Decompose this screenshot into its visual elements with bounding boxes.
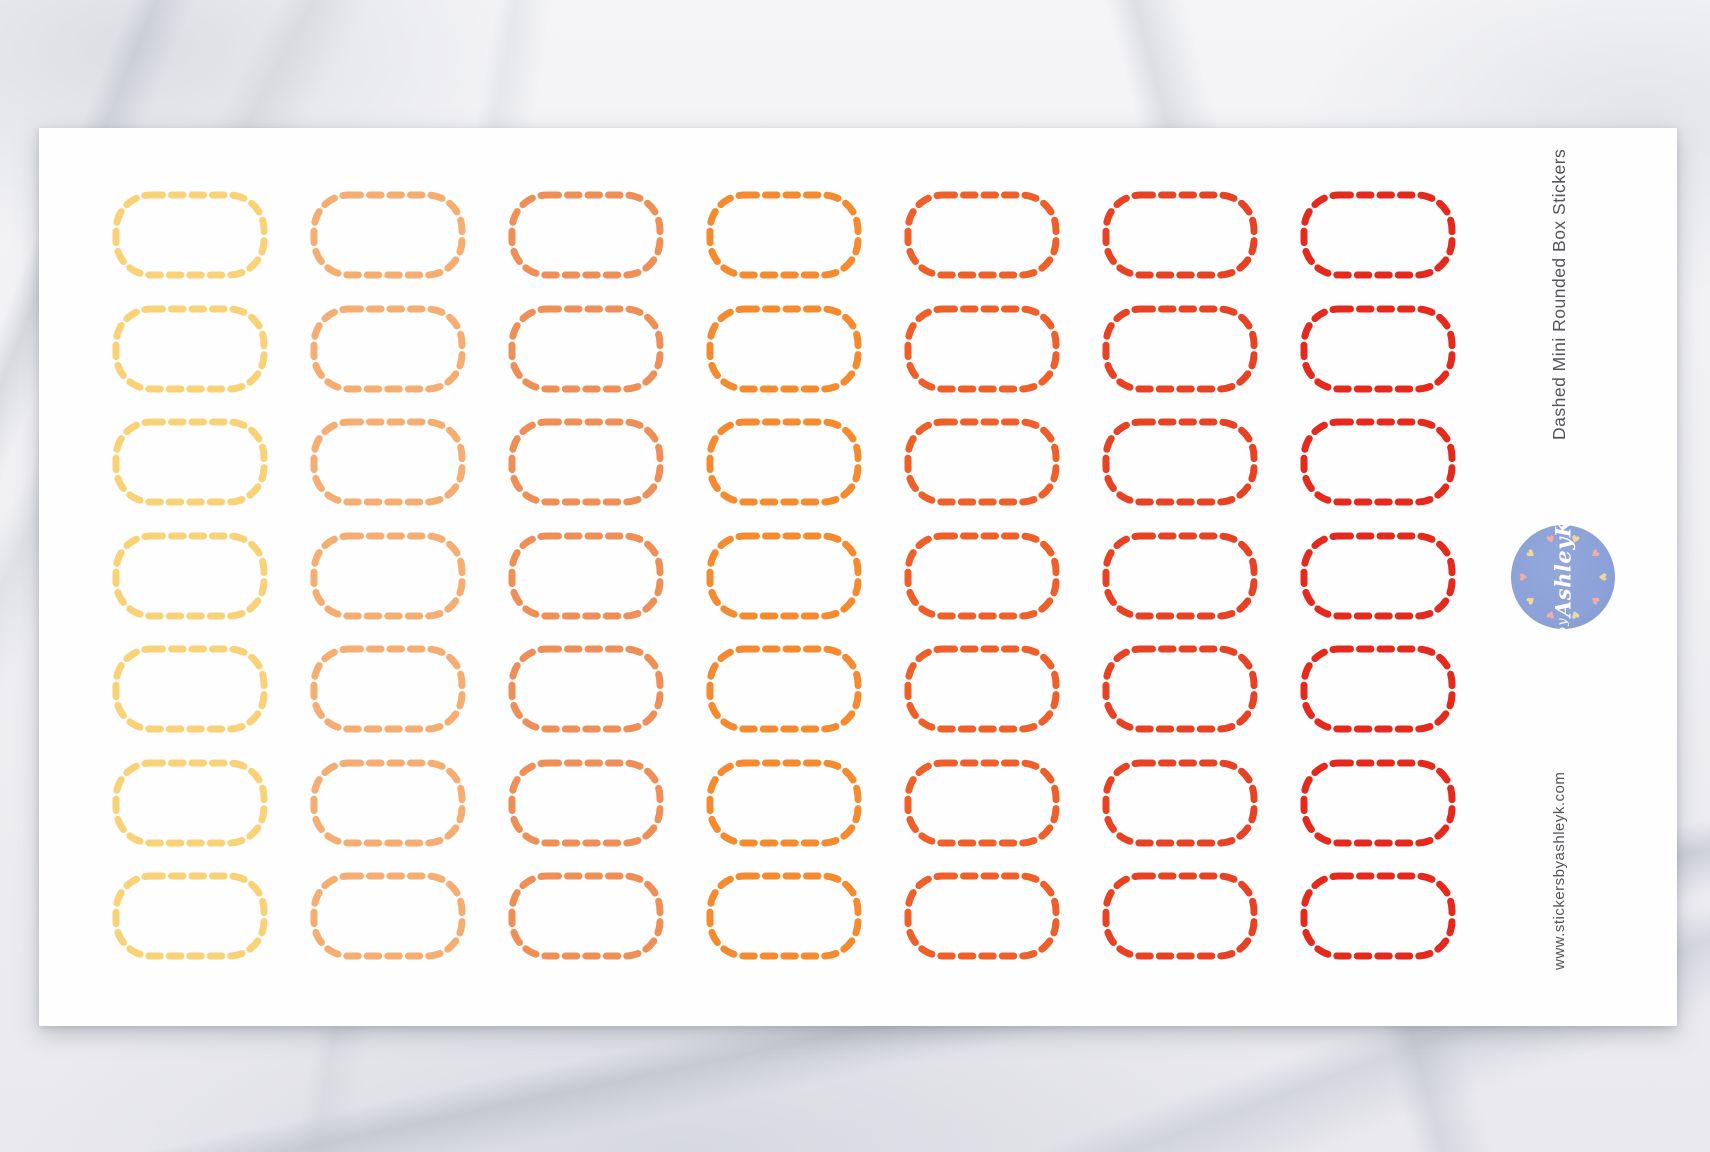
sticker-dashed-rounded-box (705, 304, 863, 394)
sticker-dashed-rounded-box (1299, 871, 1457, 961)
sticker-dashed-rounded-box (903, 758, 1061, 848)
sticker-dashed-rounded-box (111, 417, 269, 507)
sticker-dashed-rounded-box (111, 758, 269, 848)
sticker-sheet: Dashed Mini Rounded Box Stickers ♥ ♥ ♥ ♥ ♥ ♥ ♥… (39, 128, 1677, 1026)
sticker-dashed-rounded-box (1299, 304, 1457, 394)
sticker-dashed-rounded-box (309, 531, 467, 621)
brand-logo-badge: ♥ ♥ ♥ ♥ ♥ ♥ ♥ ♥ ♥ ♥ by AshleyK (1511, 519, 1615, 635)
sticker-dashed-rounded-box (111, 644, 269, 734)
sticker-dashed-rounded-box (309, 417, 467, 507)
sticker-dashed-rounded-box (111, 190, 269, 280)
logo-by-label: by (1555, 617, 1571, 636)
sticker-dashed-rounded-box (507, 190, 665, 280)
logo-name-label: AshleyK (1550, 518, 1576, 618)
sticker-dashed-rounded-box (903, 190, 1061, 280)
sticker-dashed-rounded-box (309, 304, 467, 394)
sticker-dashed-rounded-box (1101, 417, 1259, 507)
sticker-dashed-rounded-box (507, 304, 665, 394)
sticker-dashed-rounded-box (1299, 758, 1457, 848)
sticker-dashed-rounded-box (1101, 871, 1259, 961)
sticker-dashed-rounded-box (507, 417, 665, 507)
brand-logo-text: by AshleyK (1511, 519, 1615, 635)
sticker-dashed-rounded-box (111, 871, 269, 961)
sticker-dashed-rounded-box (705, 644, 863, 734)
sticker-dashed-rounded-box (1299, 644, 1457, 734)
sticker-dashed-rounded-box (705, 871, 863, 961)
sticker-dashed-rounded-box (705, 417, 863, 507)
sticker-dashed-rounded-box (903, 304, 1061, 394)
sticker-dashed-rounded-box (903, 644, 1061, 734)
sticker-dashed-rounded-box (1101, 758, 1259, 848)
website-url: www.stickersbyashleyk.com (1551, 771, 1568, 970)
sticker-dashed-rounded-box (903, 531, 1061, 621)
sticker-dashed-rounded-box (705, 531, 863, 621)
sticker-dashed-rounded-box (507, 531, 665, 621)
sticker-dashed-rounded-box (309, 758, 467, 848)
sticker-dashed-rounded-box (309, 871, 467, 961)
sticker-dashed-rounded-box (507, 871, 665, 961)
sticker-dashed-rounded-box (309, 190, 467, 280)
sticker-dashed-rounded-box (1101, 304, 1259, 394)
sticker-dashed-rounded-box (705, 758, 863, 848)
sticker-dashed-rounded-box (705, 190, 863, 280)
sticker-dashed-rounded-box (1101, 644, 1259, 734)
sticker-dashed-rounded-box (309, 644, 467, 734)
sticker-dashed-rounded-box (1299, 531, 1457, 621)
sticker-dashed-rounded-box (507, 758, 665, 848)
sticker-dashed-rounded-box (903, 871, 1061, 961)
sticker-dashed-rounded-box (111, 531, 269, 621)
sticker-dashed-rounded-box (1299, 190, 1457, 280)
sheet-title: Dashed Mini Rounded Box Stickers (1549, 148, 1569, 440)
sticker-dashed-rounded-box (1299, 417, 1457, 507)
sticker-dashed-rounded-box (903, 417, 1061, 507)
sticker-grid (111, 190, 1457, 961)
sticker-dashed-rounded-box (507, 644, 665, 734)
sticker-dashed-rounded-box (1101, 190, 1259, 280)
sticker-dashed-rounded-box (111, 304, 269, 394)
sticker-dashed-rounded-box (1101, 531, 1259, 621)
